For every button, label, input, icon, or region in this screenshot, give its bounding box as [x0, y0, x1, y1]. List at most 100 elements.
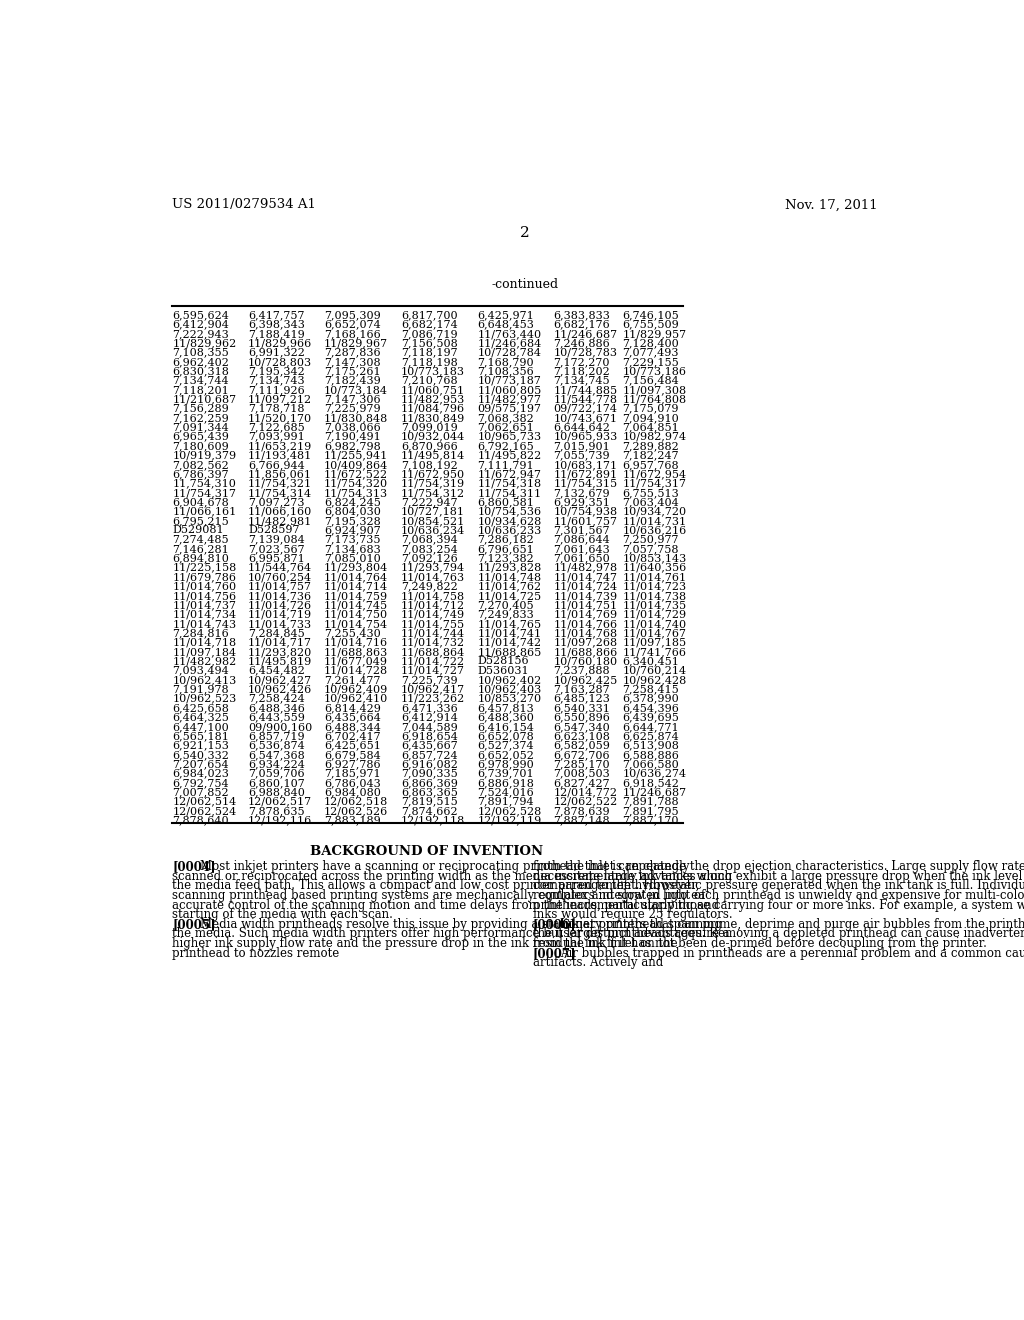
Text: 6,894,810: 6,894,810 [172, 553, 229, 564]
Text: 7,108,356: 7,108,356 [477, 366, 535, 376]
Text: 11/672,947: 11/672,947 [477, 469, 542, 479]
Text: 11/293,828: 11/293,828 [477, 562, 542, 573]
Text: 10/409,864: 10/409,864 [324, 459, 388, 470]
Text: 6,792,754: 6,792,754 [172, 777, 228, 788]
Text: 11/744,885: 11/744,885 [554, 385, 617, 395]
Text: 11/060,751: 11/060,751 [400, 385, 465, 395]
Text: 11/246,687: 11/246,687 [623, 787, 686, 797]
Text: 10/773,187: 10/773,187 [477, 376, 542, 385]
Text: 10/965,933: 10/965,933 [554, 432, 617, 442]
Text: 7,097,273: 7,097,273 [248, 498, 304, 507]
Text: 11/014,741: 11/014,741 [477, 628, 542, 638]
Text: 7,118,202: 7,118,202 [554, 366, 610, 376]
Text: 7,156,289: 7,156,289 [172, 404, 229, 413]
Text: 6,540,332: 6,540,332 [172, 750, 229, 760]
Text: 10/962,427: 10/962,427 [248, 675, 312, 685]
Text: 6,984,080: 6,984,080 [324, 787, 381, 797]
Text: 11/014,745: 11/014,745 [324, 601, 388, 610]
Text: 7,092,126: 7,092,126 [400, 553, 458, 564]
Text: scanned or reciprocated across the printing width as the media incrementally adv: scanned or reciprocated across the print… [172, 870, 732, 883]
Text: 7,063,404: 7,063,404 [623, 498, 679, 507]
Text: 11/014,760: 11/014,760 [172, 581, 237, 591]
Text: 10/853,143: 10/853,143 [623, 553, 687, 564]
Text: 11/014,747: 11/014,747 [554, 572, 617, 582]
Text: 7,111,791: 7,111,791 [477, 459, 535, 470]
Text: 10/934,628: 10/934,628 [477, 516, 542, 525]
Text: 10/962,425: 10/962,425 [554, 675, 617, 685]
Text: 11/653,219: 11/653,219 [248, 441, 312, 451]
Text: 7,085,010: 7,085,010 [324, 553, 381, 564]
Text: 7,819,515: 7,819,515 [400, 796, 458, 807]
Text: 11/014,724: 11/014,724 [554, 581, 617, 591]
Text: 6,416,154: 6,416,154 [477, 722, 535, 731]
Text: 7,093,494: 7,093,494 [172, 665, 229, 676]
Text: 11/754,312: 11/754,312 [400, 488, 465, 498]
Text: 11/763,440: 11/763,440 [477, 329, 542, 339]
Text: 11/097,185: 11/097,185 [623, 638, 686, 648]
Text: 7,163,287: 7,163,287 [554, 684, 610, 694]
Text: 6,746,105: 6,746,105 [623, 310, 679, 319]
Text: 11/066,161: 11/066,161 [172, 507, 237, 516]
Text: D529081: D529081 [172, 525, 224, 536]
Text: 6,988,840: 6,988,840 [248, 787, 305, 797]
Text: 10/773,184: 10/773,184 [324, 385, 388, 395]
Text: 6,383,833: 6,383,833 [554, 310, 610, 319]
Text: 6,978,990: 6,978,990 [477, 759, 535, 770]
Text: 7,068,382: 7,068,382 [477, 413, 535, 422]
Text: 7,524,016: 7,524,016 [477, 787, 535, 797]
Text: Most inkjet printers have a scanning or reciprocating printhead that is repeated: Most inkjet printers have a scanning or … [200, 861, 689, 873]
Text: 10/636,274: 10/636,274 [623, 768, 686, 779]
Text: 7,182,439: 7,182,439 [324, 376, 381, 385]
Text: 11/014,714: 11/014,714 [324, 581, 388, 591]
Text: 7,883,189: 7,883,189 [324, 816, 381, 825]
Text: 10/962,426: 10/962,426 [248, 684, 312, 694]
Text: 10/932,044: 10/932,044 [400, 432, 465, 442]
Text: 11/014,731: 11/014,731 [623, 516, 686, 525]
Text: 7,111,926: 7,111,926 [248, 385, 305, 395]
Text: 6,443,559: 6,443,559 [248, 713, 305, 722]
Text: 7,077,493: 7,077,493 [623, 347, 679, 358]
Text: 7,061,643: 7,061,643 [554, 544, 610, 554]
Text: 7,191,978: 7,191,978 [172, 684, 228, 694]
Text: 11/014,734: 11/014,734 [172, 610, 237, 619]
Text: 11/223,262: 11/223,262 [400, 694, 465, 704]
Text: 11/210,687: 11/210,687 [172, 395, 237, 404]
Text: the media feed path. This allows a compact and low cost printer arrangement. How: the media feed path. This allows a compa… [172, 879, 699, 892]
Text: 11/014,761: 11/014,761 [623, 572, 686, 582]
Text: 6,766,944: 6,766,944 [248, 459, 305, 470]
Text: 11/060,805: 11/060,805 [477, 385, 542, 395]
Text: 11/014,769: 11/014,769 [554, 610, 617, 619]
Text: 11/193,481: 11/193,481 [248, 450, 312, 461]
Text: 11/014,736: 11/014,736 [248, 591, 312, 601]
Text: 11/014,768: 11/014,768 [554, 628, 617, 638]
Text: Inkjet printers that can prime, deprime and purge air bubbles from the printhead: Inkjet printers that can prime, deprime … [560, 917, 1024, 931]
Text: -continued: -continued [492, 277, 558, 290]
Text: 7,064,851: 7,064,851 [623, 422, 679, 433]
Text: 6,527,374: 6,527,374 [477, 741, 535, 751]
Text: 11/520,170: 11/520,170 [248, 413, 312, 422]
Text: 11/014,742: 11/014,742 [477, 638, 542, 648]
Text: 11/014,739: 11/014,739 [554, 591, 617, 601]
Text: 11/014,733: 11/014,733 [248, 619, 312, 628]
Text: 7,108,355: 7,108,355 [172, 347, 229, 358]
Text: 12/062,517: 12/062,517 [248, 796, 312, 807]
Text: 11/754,319: 11/754,319 [400, 478, 465, 488]
Text: 6,916,082: 6,916,082 [400, 759, 458, 770]
Text: 7,059,706: 7,059,706 [248, 768, 305, 779]
Text: 7,162,259: 7,162,259 [172, 413, 229, 422]
Text: 7,099,019: 7,099,019 [400, 422, 458, 433]
Text: 7,249,833: 7,249,833 [477, 610, 535, 619]
Text: 7,891,794: 7,891,794 [477, 796, 535, 807]
Text: 6,918,654: 6,918,654 [400, 731, 458, 741]
Text: 10/962,409: 10/962,409 [324, 684, 388, 694]
Text: 6,962,402: 6,962,402 [172, 356, 229, 367]
Text: 12/062,518: 12/062,518 [324, 796, 388, 807]
Text: 6,623,108: 6,623,108 [554, 731, 610, 741]
Text: 6,644,642: 6,644,642 [554, 422, 610, 433]
Text: 10/743,671: 10/743,671 [554, 413, 617, 422]
Text: 7,190,491: 7,190,491 [324, 432, 381, 442]
Text: 6,830,318: 6,830,318 [172, 366, 229, 376]
Text: 7,250,977: 7,250,977 [623, 535, 679, 545]
Text: 11/829,966: 11/829,966 [248, 338, 312, 348]
Text: 11/014,722: 11/014,722 [400, 656, 465, 667]
